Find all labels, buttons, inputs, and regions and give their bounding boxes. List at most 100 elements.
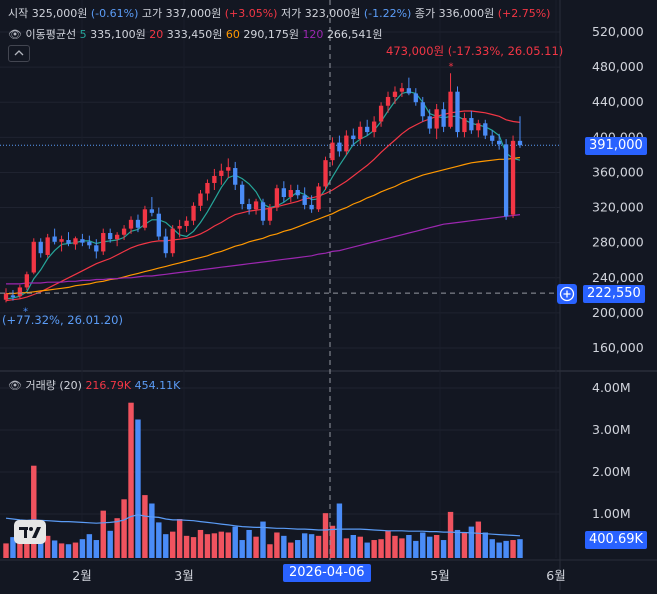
volume-bar (336, 503, 343, 558)
candle-body (260, 202, 266, 221)
volume-bar (267, 544, 273, 558)
volume-bar (253, 536, 259, 558)
volume-value-2: 454.11K (134, 379, 181, 392)
price-tick-label: 160,000 (592, 340, 644, 355)
volume-bar (468, 526, 475, 558)
ma5-period: 5 (79, 28, 87, 41)
eye-icon[interactable]: 👁 (8, 28, 22, 41)
volume-bar (176, 519, 183, 558)
plus-circle-icon (559, 286, 575, 302)
candle-body (413, 93, 418, 103)
ohlc-legend: 시작 325,000원 (-0.61%) 고가 337,000원 (+3.05%… (8, 5, 550, 21)
time-tick-label: 3월 (174, 568, 193, 583)
candle-body (3, 293, 9, 300)
ma20-period: 20 (149, 28, 164, 41)
candle-body (101, 233, 106, 252)
volume-bar (128, 402, 134, 558)
candle-body (87, 241, 92, 246)
volume-bar (3, 543, 9, 558)
tv-logo-icon (19, 527, 41, 538)
candle-body (121, 228, 127, 235)
candle-body (240, 184, 245, 205)
volume-bar (454, 529, 461, 558)
candle-body (427, 116, 432, 129)
candle-body (517, 140, 523, 146)
candle-body (219, 170, 224, 176)
price-tick-label: 200,000 (592, 305, 644, 320)
volume-bar (357, 536, 363, 558)
candle-body (497, 140, 502, 145)
min-price-annotation: (+77.32%, 26.01.20) (2, 313, 123, 327)
time-tick-label: 6월 (546, 568, 565, 583)
collapse-legend-button[interactable] (8, 45, 30, 62)
candle-body (163, 236, 168, 254)
candle-body (503, 144, 509, 217)
volume-bar (301, 533, 308, 558)
time-tick-label: 2월 (72, 568, 91, 583)
candle-body (191, 205, 196, 221)
volume-bar (79, 539, 86, 558)
open-value: 325,000원 (31, 7, 88, 20)
candle-body (170, 228, 175, 254)
volume-bar (420, 532, 426, 558)
candle-body (441, 109, 446, 127)
volume-bar (211, 533, 218, 558)
min-marker: * (23, 306, 28, 317)
volume-bar (44, 535, 51, 558)
volume-bar (51, 540, 58, 558)
ma120-value: 266,541원 (326, 28, 383, 41)
volume-bar (246, 529, 252, 558)
candle-body (135, 219, 141, 228)
price-tick-label: 360,000 (592, 164, 644, 179)
eye-icon[interactable]: 👁 (8, 379, 22, 392)
volume-bar (17, 540, 23, 558)
candle-body (399, 88, 405, 92)
candle-body (490, 135, 495, 141)
candle-body (371, 121, 377, 133)
candle-body (73, 238, 78, 245)
candle-body (205, 182, 210, 194)
candle-body (94, 245, 99, 252)
volume-tick-label: 1.00M (592, 506, 631, 521)
volume-bar (288, 542, 294, 558)
volume-bar (135, 419, 141, 558)
candle-body (198, 193, 203, 206)
ma120-line (6, 214, 521, 285)
candle-body (510, 140, 516, 215)
volume-bar (496, 542, 502, 558)
ma-legend[interactable]: 👁 이동평균선 5 335,100원 20 333,450원 60 290,17… (8, 26, 383, 42)
ma20-value: 333,450원 (166, 28, 223, 41)
volume-bar (371, 540, 377, 558)
candle-body (233, 168, 238, 185)
volume-bar (503, 540, 509, 558)
volume-legend[interactable]: 👁 거래량 (20) 216.79K 454.11K (8, 377, 180, 393)
price-tick-label: 280,000 (592, 235, 644, 250)
volume-bar (65, 544, 72, 558)
crosshair-date-label: 2026-04-06 (283, 564, 371, 582)
volume-bar (31, 465, 37, 558)
close-label: 종가 (414, 7, 436, 20)
chevron-up-icon (14, 50, 24, 56)
volume-bar (142, 495, 148, 558)
volume-bar (406, 535, 412, 558)
add-alert-button[interactable] (557, 284, 577, 304)
volume-bar (100, 510, 106, 558)
volume-bar (274, 532, 280, 558)
volume-bar (343, 538, 350, 558)
tradingview-logo[interactable] (14, 520, 46, 544)
low-value: 323,000원 (304, 7, 361, 20)
candle-body (253, 201, 259, 210)
volume-bar (183, 535, 190, 558)
candle-body (246, 204, 252, 210)
candle-body (142, 209, 148, 228)
volume-bar (10, 537, 16, 558)
volume-bars (3, 402, 523, 558)
candle-body (295, 190, 300, 196)
candle-body (476, 123, 481, 131)
candle-body (80, 239, 85, 243)
ma-legend-label: 이동평균선 (25, 28, 77, 41)
volume-bar (378, 539, 384, 558)
